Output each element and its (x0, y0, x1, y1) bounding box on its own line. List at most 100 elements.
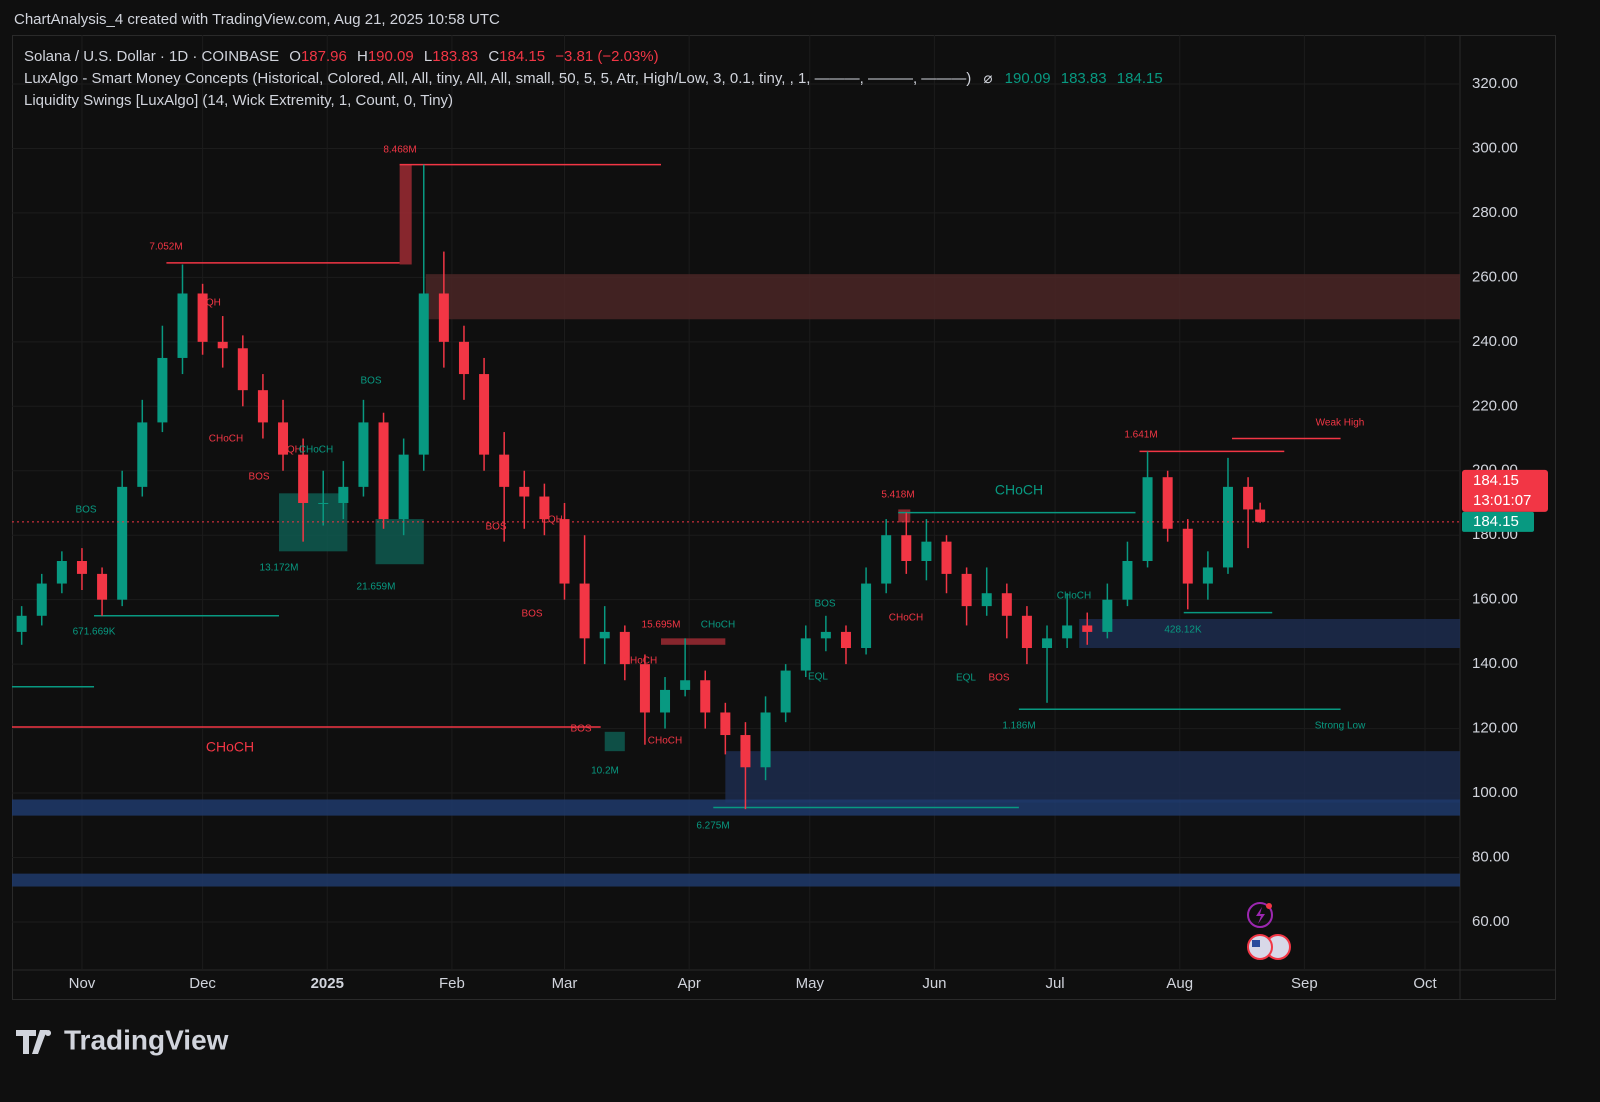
legend-line-2: LuxAlgo - Smart Money Concepts (Historic… (24, 70, 1163, 87)
ohlc-letter: L (424, 48, 432, 65)
ohlc-value: 187.96 (301, 48, 347, 65)
y-tick-label: 320.00 (1472, 75, 1518, 92)
candle-body (1222, 486, 1233, 568)
event-icons[interactable] (1247, 902, 1291, 960)
y-tick-label: 260.00 (1472, 268, 1518, 285)
annotation: BOS (521, 609, 542, 620)
candle-body (1202, 567, 1213, 584)
brand-name: TradingView (64, 1024, 229, 1055)
ohlc-value: 184.15 (499, 48, 545, 65)
candles-layer (12, 164, 1460, 810)
candle-body (1001, 593, 1012, 616)
axis-layer: 60.0080.00100.00120.00140.00160.00180.00… (69, 75, 1548, 992)
annotation: CHoCH (995, 482, 1043, 498)
indicator-symbol: ⌀ (983, 70, 992, 87)
candle-body (1062, 625, 1073, 639)
x-tick-label: Jun (922, 975, 946, 992)
candle-body (599, 631, 610, 639)
annotation: BOS (485, 522, 506, 533)
zone (425, 274, 1460, 320)
y-tick-label: 120.00 (1472, 720, 1518, 737)
indicator: LuxAlgo - Smart Money Concepts (Historic… (24, 70, 971, 87)
annotation: 1.641M (1124, 430, 1157, 441)
candle-body (36, 583, 47, 616)
candle-body (539, 496, 550, 520)
indicator-value: 190.09 (1005, 70, 1051, 87)
annotation: EQL (808, 672, 828, 683)
candle-body (820, 631, 831, 639)
annotation: 5.418M (881, 490, 914, 501)
candle-body (157, 357, 168, 423)
candle-body (197, 293, 208, 342)
price-box (1462, 511, 1534, 532)
candle-body (921, 541, 932, 561)
candle-body (519, 486, 530, 497)
candle-body (137, 422, 148, 487)
candle-body (800, 638, 811, 671)
candle-body (237, 348, 248, 391)
zone (898, 509, 911, 523)
annotation: BOS (248, 472, 269, 483)
candle-body (780, 670, 791, 713)
annotation: EQH (199, 298, 221, 309)
candle-body (358, 422, 369, 487)
annotation: 6.275M (696, 821, 729, 832)
candle-body (840, 631, 851, 649)
candle-body (700, 680, 711, 713)
brand-logo: TradingView (16, 1024, 229, 1055)
indicator-value: 184.15 (1117, 70, 1163, 87)
annotations-layer: 8.468M7.052MEQHBOSCHoCHEQHCHoCHBOSBOS13.… (73, 145, 1366, 832)
annotation: EQL (956, 673, 976, 684)
zone (661, 638, 726, 645)
candle-body (1042, 638, 1053, 649)
event-icon-glyph (1256, 907, 1265, 924)
candle-body (881, 535, 892, 584)
x-tick-label: Aug (1166, 975, 1193, 992)
candle-body (278, 422, 289, 455)
candle-body (1142, 477, 1153, 561)
annotation: Weak High (1316, 418, 1365, 429)
indicator-value: 183.83 (1061, 70, 1107, 87)
candle-body (378, 422, 389, 520)
candle-body (961, 573, 972, 607)
x-tick-label: Apr (677, 975, 700, 992)
annotation: BOS (814, 599, 835, 610)
legend-line-1: Solana / U.S. Dollar · 1D · COINBASE O18… (24, 48, 659, 65)
candle-body (1102, 599, 1113, 632)
annotation: EQH (280, 445, 302, 456)
event-dot (1266, 903, 1272, 909)
y-tick-label: 220.00 (1472, 397, 1518, 414)
logo-mark (16, 1030, 52, 1054)
candle-body (579, 583, 590, 639)
annotation: BOS (75, 505, 96, 516)
x-tick-label: 2025 (311, 975, 344, 992)
candle-body (398, 454, 409, 520)
candle-body (318, 502, 329, 504)
candle-body (16, 615, 27, 632)
candle-body (479, 374, 490, 455)
candle-body (901, 535, 912, 561)
candle-body (217, 341, 228, 349)
candle-body (418, 293, 429, 455)
event-icon[interactable] (1247, 902, 1273, 928)
y-tick-label: 280.00 (1472, 204, 1518, 221)
candle-body (438, 293, 449, 342)
change: −3.81 (−2.03%) (555, 48, 658, 65)
ohlc-letter: O (289, 48, 301, 65)
x-tick-label: May (796, 975, 825, 992)
price-label: 184.15 (1473, 472, 1519, 489)
candle-body (981, 593, 992, 607)
annotation: Strong Low (1315, 721, 1366, 732)
annotation: CHoCH (889, 613, 923, 624)
zone (725, 751, 1460, 803)
x-tick-label: Mar (552, 975, 578, 992)
y-tick-label: 140.00 (1472, 655, 1518, 672)
candle-body (1182, 528, 1193, 584)
ohlc-letter: H (357, 48, 368, 65)
zone (399, 164, 412, 265)
annotation: CHoCH (299, 445, 333, 456)
candle-body (56, 560, 67, 584)
annotation: 7.052M (149, 242, 182, 253)
candle-body (298, 454, 309, 503)
